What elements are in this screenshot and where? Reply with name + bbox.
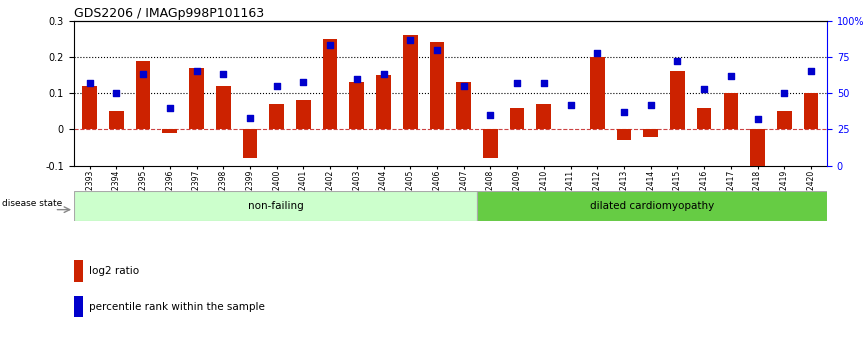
Point	[163, 105, 177, 110]
Point	[483, 112, 497, 118]
Point	[617, 109, 631, 115]
Bar	[269, 104, 284, 129]
Point	[456, 83, 470, 89]
Point	[296, 79, 310, 84]
Bar	[477, 191, 827, 221]
Point	[643, 102, 657, 108]
Bar	[804, 93, 818, 129]
Bar	[777, 111, 792, 129]
Point	[190, 69, 204, 74]
Bar	[510, 108, 525, 129]
Bar	[643, 129, 658, 137]
Point	[670, 59, 684, 64]
Text: GDS2206 / IMAGp998P101163: GDS2206 / IMAGp998P101163	[74, 7, 264, 20]
Bar	[723, 93, 738, 129]
Point	[751, 117, 765, 122]
Bar	[483, 129, 498, 158]
Point	[216, 71, 230, 77]
Bar	[216, 86, 230, 129]
Bar	[456, 82, 471, 129]
Point	[804, 69, 818, 74]
Text: non-failing: non-failing	[248, 201, 303, 211]
Bar	[403, 35, 417, 129]
Bar	[750, 129, 765, 169]
Point	[564, 102, 578, 108]
Text: log2 ratio: log2 ratio	[88, 266, 139, 276]
Bar	[670, 71, 685, 129]
Point	[323, 42, 337, 48]
Bar	[536, 104, 551, 129]
Point	[430, 47, 444, 52]
Point	[537, 80, 551, 86]
Bar	[376, 75, 391, 129]
Point	[109, 90, 123, 96]
Point	[83, 80, 97, 86]
Bar	[430, 42, 444, 129]
Point	[404, 37, 417, 42]
Bar	[136, 61, 151, 129]
Point	[778, 90, 792, 96]
Point	[269, 83, 283, 89]
Bar	[74, 260, 83, 282]
Bar	[163, 129, 178, 133]
Point	[136, 71, 150, 77]
Bar	[82, 86, 97, 129]
Bar	[74, 191, 477, 221]
Bar	[296, 100, 311, 129]
Bar	[350, 82, 365, 129]
Bar	[242, 129, 257, 158]
Point	[377, 71, 391, 77]
Point	[724, 73, 738, 79]
Point	[591, 50, 604, 55]
Point	[510, 80, 524, 86]
Text: dilated cardiomyopathy: dilated cardiomyopathy	[590, 201, 714, 211]
Bar	[189, 68, 204, 129]
Bar	[590, 57, 604, 129]
Bar	[323, 39, 338, 129]
Bar	[109, 111, 124, 129]
Point	[350, 76, 364, 81]
Bar	[74, 296, 83, 317]
Bar	[697, 108, 712, 129]
Point	[697, 86, 711, 91]
Text: percentile rank within the sample: percentile rank within the sample	[88, 302, 264, 312]
Text: disease state: disease state	[2, 199, 61, 208]
Point	[243, 115, 257, 120]
Bar	[617, 129, 631, 140]
